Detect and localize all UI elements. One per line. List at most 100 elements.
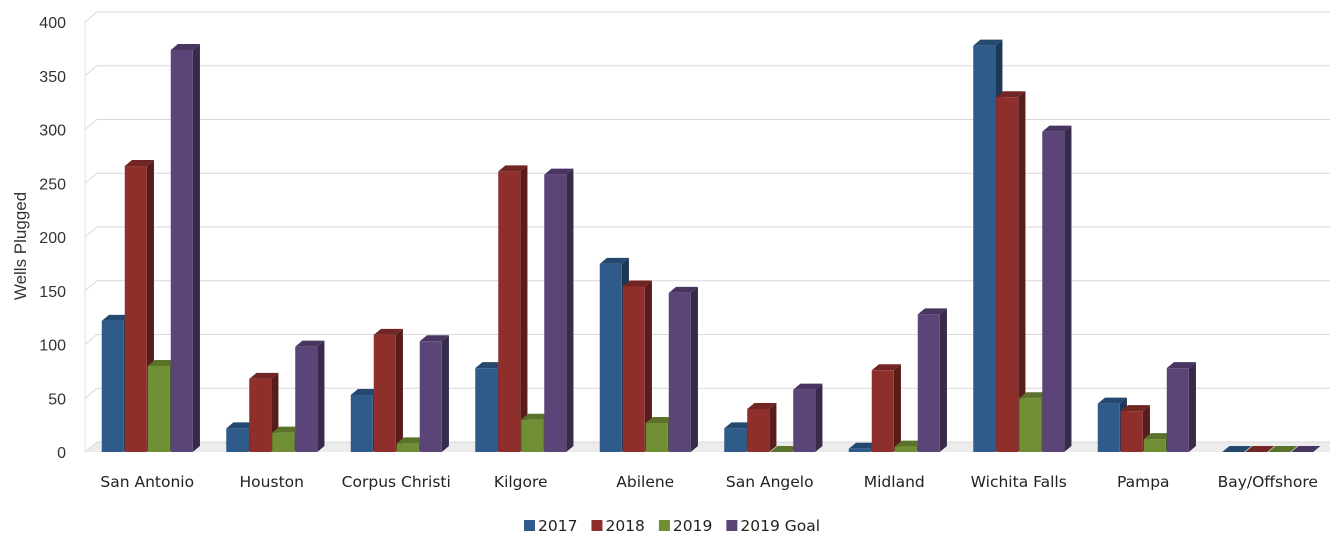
legend-item: 2017 [524,517,577,535]
legend-item: 2019 [658,517,712,535]
bar [1042,125,1072,453]
bar-group [350,328,449,452]
gridline [84,226,1330,238]
bar-front [521,419,544,452]
legend-swatch [726,520,738,531]
bar-front [373,334,396,452]
bar-front [1166,368,1189,452]
bar-top [1166,362,1196,369]
bar-top [1042,125,1072,132]
bar-top [1120,405,1150,412]
bar-front [226,428,249,452]
bar-top [848,442,878,449]
bar [249,372,279,452]
bar-side [192,43,200,452]
x-tick-label: Wichita Falls [971,473,1067,491]
bar-front [894,446,917,452]
y-tick-label: 50 [48,391,66,408]
bar-front [973,45,996,453]
bar [498,165,528,453]
bar-top [1291,446,1321,452]
bar-side [893,364,901,452]
bar-side [566,168,574,452]
bar-top [475,362,505,369]
legend-swatch [591,520,603,531]
bar-side [644,280,652,452]
bar-front [871,370,894,452]
bar-group [724,383,823,452]
bar-top [396,437,426,444]
y-tick-label: 250 [39,176,66,193]
bar-top [1222,446,1252,452]
bar-top [226,422,256,429]
bar [1222,446,1252,452]
y-tick-label: 350 [39,69,66,86]
bar-top [170,43,200,50]
bar-top [996,91,1026,98]
y-tick-label: 150 [39,284,66,301]
y-tick-label: 100 [39,338,66,355]
bar-top [622,280,652,287]
bar-top [645,416,675,423]
bar-top [419,335,449,342]
bar-side [1188,362,1196,452]
bar-top [498,165,528,172]
bar-top [249,372,279,379]
bar-top [295,340,325,347]
x-tick-label: Houston [240,473,304,491]
bar [1291,446,1321,452]
y-tick-label: 0 [57,445,66,462]
gridline [84,172,1330,184]
x-tick-label: Abilene [616,473,674,491]
bar-top [973,39,1003,46]
bar-side [939,308,947,452]
x-tick-label: Corpus Christi [342,473,451,491]
bar-front [544,174,567,452]
bar [170,43,200,452]
bar-side [317,340,325,452]
bar-top [544,168,574,175]
bar-front [645,422,668,452]
bar-front [747,409,770,452]
bar-front [124,166,147,453]
bar [419,335,449,452]
bar-front [350,395,373,452]
bar [668,286,698,452]
y-axis-title: Wells Plugged [11,192,30,300]
bar-front [1097,403,1120,452]
bar-front [1120,411,1143,452]
bar-front [396,443,419,452]
bar [793,383,823,452]
x-tick-label: Bay/Offshore [1218,473,1318,491]
bar-top [668,286,698,293]
bar [917,308,947,452]
bar-front [170,49,193,452]
bar-front [419,341,442,452]
bar [373,328,403,452]
bar-front [1143,439,1166,452]
gridline [84,334,1330,345]
bar-group [226,340,325,452]
bar-side [690,286,698,452]
x-tick-label: San Angelo [726,473,814,491]
bar [871,364,901,452]
bar-front [599,263,622,452]
y-tick-label: 300 [39,123,66,140]
gridline [84,65,1330,77]
gridline [84,119,1330,130]
bar-front [249,378,272,452]
bar-front [996,97,1019,452]
bar-top [350,389,380,396]
bar-group [1097,362,1196,452]
bar-side [1064,125,1072,453]
bar-top [793,383,823,390]
gridline [84,11,1330,23]
bar-front [724,428,747,452]
bar [1166,362,1196,452]
bar-group [1222,446,1321,452]
bar [996,91,1026,452]
bar [747,403,777,452]
bar-top [1245,446,1275,452]
